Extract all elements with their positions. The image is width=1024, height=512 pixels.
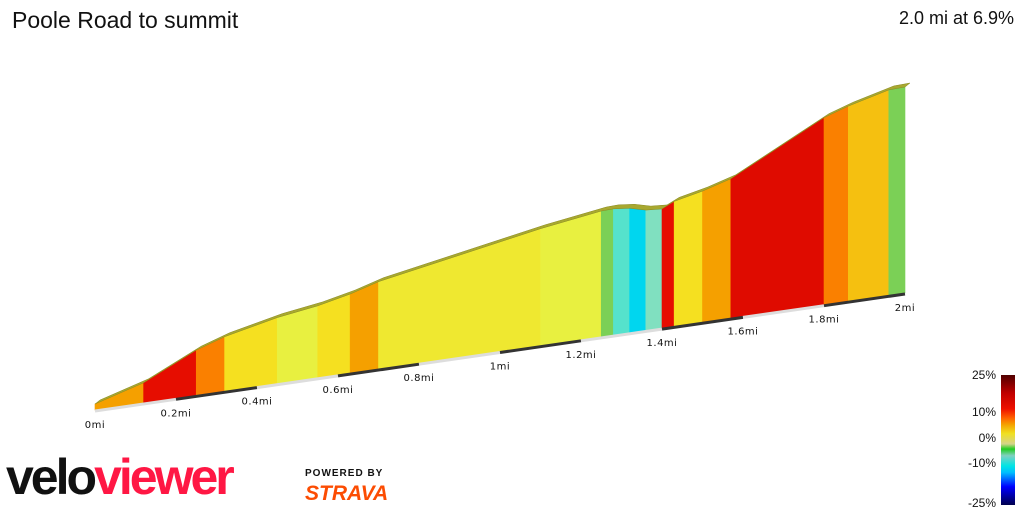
x-tick-label: 1.2mi — [566, 350, 597, 361]
distance-axis-segment — [499, 339, 582, 354]
distance-axis-segment — [94, 397, 177, 413]
gradient-segment — [613, 207, 630, 336]
legend-label: -10% — [967, 456, 996, 470]
gradient-segment — [317, 293, 351, 379]
distance-axis-segment — [580, 327, 663, 343]
gradient-segment — [645, 208, 663, 331]
x-tick-label: 1.4mi — [647, 338, 678, 349]
gradient-segment — [702, 178, 732, 323]
distance-axis-segment — [175, 386, 258, 401]
distance-axis-segment — [661, 315, 744, 331]
distance-axis-segment — [742, 304, 825, 319]
gradient-segment — [629, 207, 647, 334]
gradient-segment — [143, 349, 197, 404]
powered-by-text: POWERED BY — [305, 468, 384, 479]
x-tick-label: 0.4mi — [242, 397, 273, 408]
x-tick-label: 1.6mi — [728, 326, 759, 337]
gradient-segment — [378, 254, 460, 370]
veloviewer-logo: veloviewer — [6, 449, 235, 505]
gradient-segment — [673, 190, 703, 327]
gradient-segment — [224, 317, 278, 392]
gradient-segment — [888, 86, 906, 296]
page-title: Poole Road to summit — [12, 7, 239, 33]
distance-axis-segment — [337, 362, 420, 378]
x-tick-label: 0.6mi — [323, 385, 354, 396]
gradient-segment — [847, 89, 890, 302]
strava-logo: STRAVA — [305, 482, 389, 505]
distance-axis-segment — [823, 292, 906, 308]
legend-label: 10% — [971, 405, 996, 419]
gradient-segment — [661, 200, 675, 329]
legend-label: -25% — [967, 496, 996, 510]
gradient-legend-bar — [1001, 375, 1015, 505]
climb-summary: 2.0 mi at 6.9% — [898, 8, 1014, 28]
legend-label: 0% — [978, 431, 996, 445]
distance-axis-segment — [256, 374, 339, 390]
x-tick-label: 0.2mi — [161, 408, 192, 419]
gradient-segment — [540, 210, 602, 346]
gradient-segment — [600, 208, 614, 338]
profile-top-edge — [94, 82, 911, 405]
gradient-segment — [195, 336, 225, 396]
gradient-segment — [349, 281, 379, 374]
x-tick-label: 0mi — [85, 420, 105, 431]
x-tick-label: 0.8mi — [404, 373, 435, 384]
x-tick-label: 1.8mi — [809, 315, 840, 326]
legend-label: 25% — [971, 368, 996, 382]
distance-axis-segment — [418, 351, 501, 366]
gradient-segment — [276, 305, 319, 385]
gradient-segment — [823, 105, 849, 306]
gradient-segment — [459, 228, 541, 358]
x-tick-label: 2mi — [895, 303, 915, 314]
x-tick-label: 1mi — [490, 362, 510, 373]
